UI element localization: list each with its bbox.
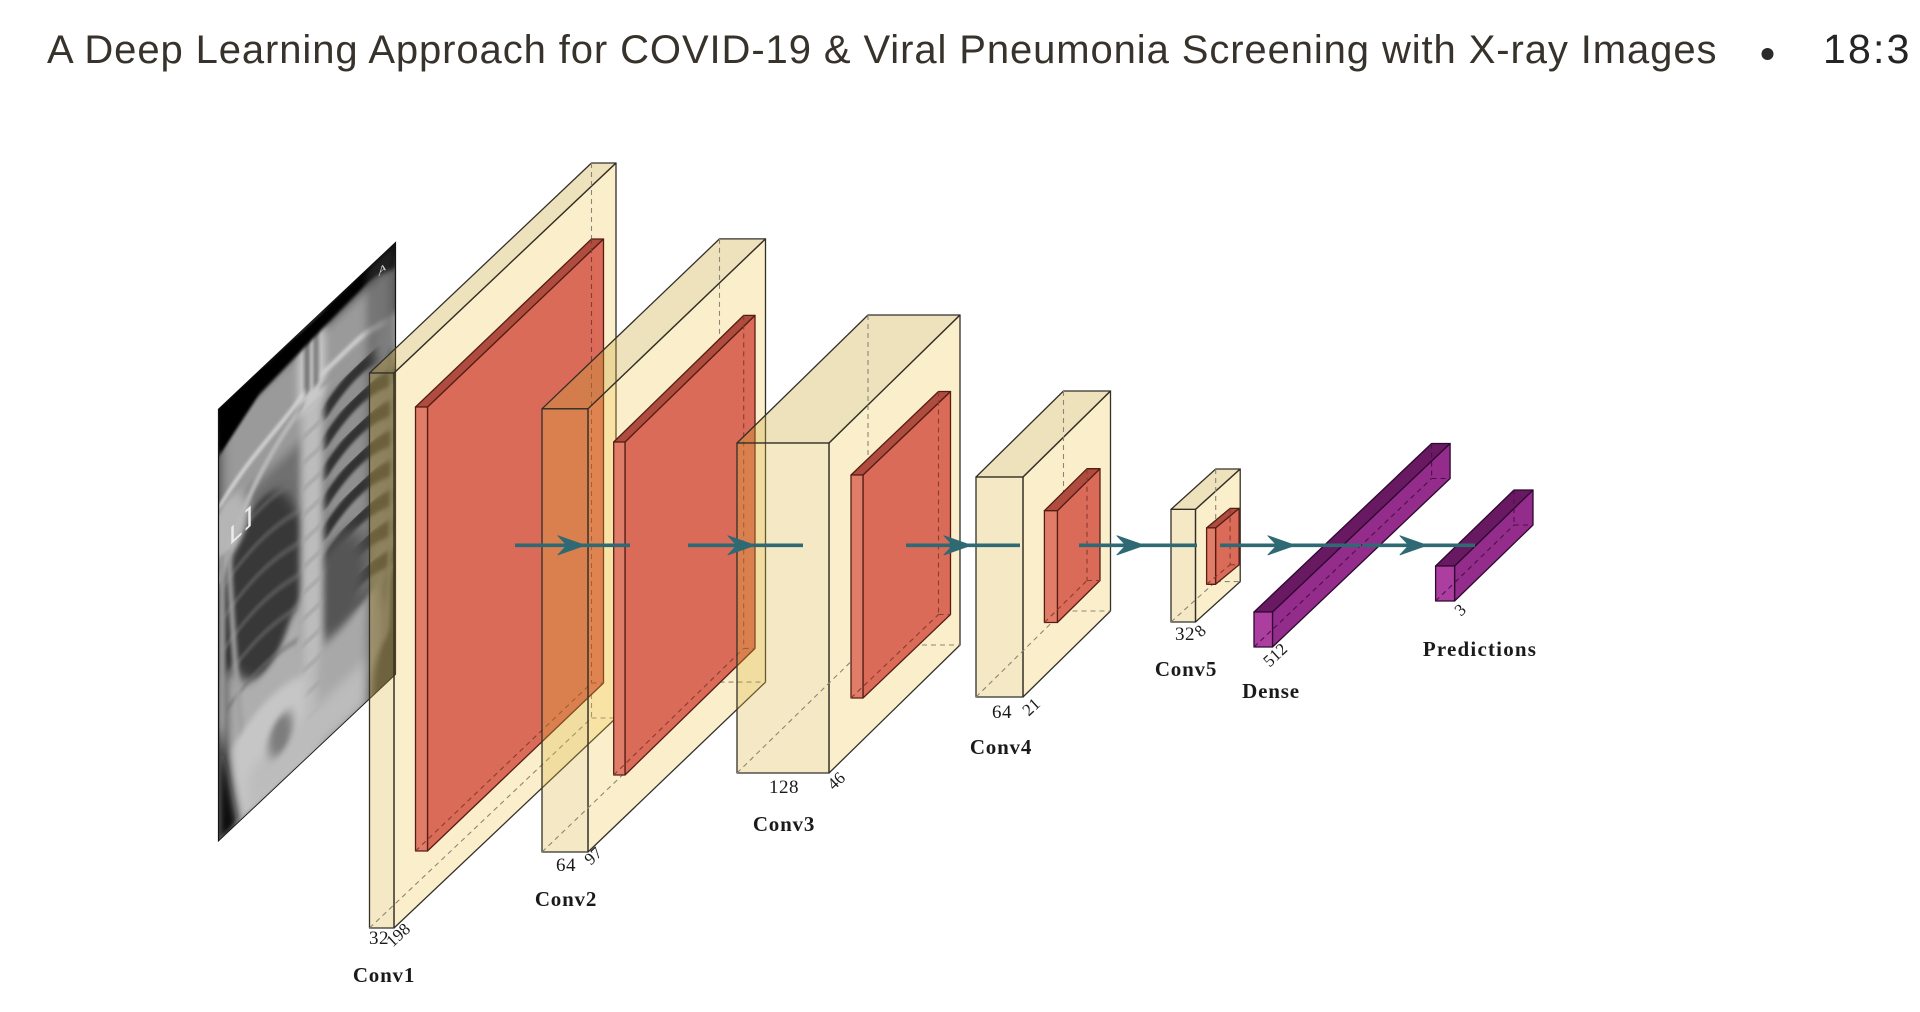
- svg-text:64: 64: [556, 855, 576, 876]
- svg-text:Conv5: Conv5: [1155, 657, 1217, 681]
- svg-text:128: 128: [769, 777, 799, 798]
- svg-text:32: 32: [1175, 624, 1195, 645]
- svg-text:Conv3: Conv3: [753, 812, 815, 836]
- svg-text:Conv2: Conv2: [535, 887, 597, 911]
- svg-text:Conv4: Conv4: [970, 735, 1032, 759]
- svg-text:A: A: [379, 259, 386, 279]
- svg-text:Conv1: Conv1: [353, 963, 415, 987]
- svg-text:A Deep Learning Approach for C: A Deep Learning Approach for COVID-19 & …: [47, 28, 1717, 72]
- svg-text:32: 32: [369, 928, 389, 949]
- svg-text:Dense: Dense: [1242, 679, 1300, 703]
- svg-text:18:3: 18:3: [1823, 26, 1912, 72]
- svg-text:Predictions: Predictions: [1423, 637, 1537, 661]
- svg-text:64: 64: [992, 702, 1012, 723]
